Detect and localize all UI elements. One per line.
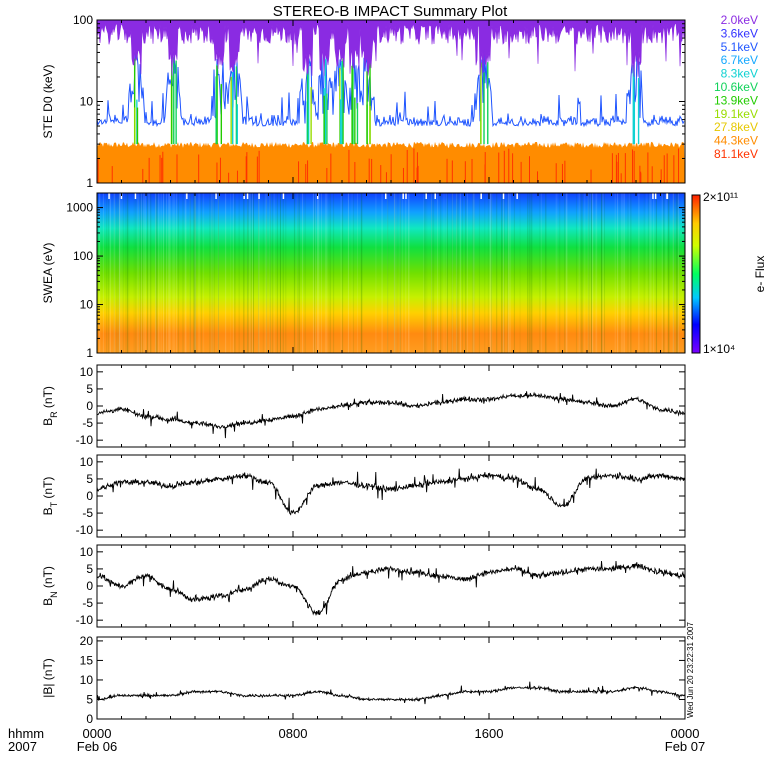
y-tick-label: 5 <box>86 472 93 486</box>
y-tick-label: 5 <box>86 562 93 576</box>
y-tick-label: 10 <box>80 95 94 109</box>
legend-entry: 5.1keV <box>721 40 758 54</box>
footer-hhmm: hhmm <box>8 726 44 741</box>
y-tick-label: -10 <box>76 433 94 447</box>
y-tick-label: 20 <box>80 634 94 648</box>
br-panel: -10 -5 0 5 10 BR (nT) <box>41 364 686 448</box>
bn-line <box>96 560 686 616</box>
br-frame <box>96 364 686 448</box>
y-tick-label: 10 <box>80 455 94 469</box>
colorbar-label: e- Flux <box>753 256 767 293</box>
y-tick-label: -5 <box>82 416 93 430</box>
br-line <box>96 391 686 439</box>
ste-panel: 1 10 100 STE D0 (keV) <box>41 13 686 190</box>
footer-year: 2007 <box>8 739 37 754</box>
y-tick-label: 10 <box>80 365 94 379</box>
y-tick-label: 15 <box>80 653 94 667</box>
ste-ylabel: STE D0 (keV) <box>41 64 55 138</box>
bmag-panel: 0 5 10 15 20 |B| (nT) <box>41 634 686 726</box>
x-tick-label: 0000 <box>671 726 700 741</box>
bt-frame <box>96 454 686 538</box>
bn-panel: -10 -5 0 5 10 BN (nT) <box>41 544 686 628</box>
legend-entry: 81.1keV <box>714 147 758 161</box>
y-tick-label: 5 <box>86 382 93 396</box>
timestamp-label: Wed Jun 20 23:22:31 2007 <box>686 622 695 718</box>
bmag-ylabel: |B| (nT) <box>41 658 55 698</box>
legend-entry: 3.6keV <box>721 26 758 40</box>
ste-data <box>97 20 685 183</box>
y-tick-label: -5 <box>82 506 93 520</box>
legend-entry: 2.0keV <box>721 13 758 27</box>
swea-colorbar: 2×10¹¹ 1×10⁴ e- Flux <box>691 190 767 356</box>
y-tick-label: 100 <box>73 249 93 263</box>
legend-entry: 8.3keV <box>721 67 758 81</box>
bmag-line <box>96 681 686 705</box>
legend-entry: 19.1keV <box>714 107 758 121</box>
y-tick-label: -5 <box>82 596 93 610</box>
y-tick-label: -10 <box>76 523 94 537</box>
y-tick-label: 10 <box>80 298 94 312</box>
y-tick-label: 1000 <box>66 201 93 215</box>
legend-entry: 6.7keV <box>721 53 758 67</box>
x-tick-label: 1600 <box>475 726 504 741</box>
x-tick-label: 0000 <box>83 726 112 741</box>
bt-ylabel: BT (nT) <box>41 477 59 516</box>
br-ylabel: BR (nT) <box>41 386 59 426</box>
legend-entry: 44.3keV <box>714 134 758 148</box>
y-tick-label: 100 <box>73 13 93 27</box>
x-tick-sublabel: Feb 07 <box>665 739 705 754</box>
y-tick-label: 0 <box>86 579 93 593</box>
bt-panel: -10 -5 0 5 10 BT (nT) <box>41 454 686 538</box>
plot-title: STEREO-B IMPACT Summary Plot <box>273 3 508 20</box>
y-tick-label: 10 <box>80 673 94 687</box>
bn-frame <box>96 544 686 628</box>
swea-heatmap <box>97 193 685 353</box>
y-tick-label: 5 <box>86 692 93 706</box>
legend-entry: 27.8keV <box>714 120 758 134</box>
bmag-frame <box>96 636 686 720</box>
x-tick-sublabel: Feb 06 <box>77 739 117 754</box>
y-tick-label: 0 <box>86 399 93 413</box>
colorbar-max-label: 2×10¹¹ <box>703 190 738 204</box>
y-tick-label: 0 <box>86 712 93 726</box>
y-tick-label: -10 <box>76 613 94 627</box>
colorbar-min-label: 1×10⁴ <box>703 342 735 356</box>
colorbar-gradient <box>691 194 701 354</box>
y-tick-label: 10 <box>80 545 94 559</box>
y-tick-label: 1 <box>86 176 93 190</box>
legend-entry: 13.9keV <box>714 93 758 107</box>
swea-panel: 1 10 100 1000 SWEA (eV) <box>41 192 686 360</box>
y-tick-label: 1 <box>86 346 93 360</box>
bn-ylabel: BN (nT) <box>41 566 59 606</box>
swea-ylabel: SWEA (eV) <box>41 243 55 304</box>
bt-line <box>96 468 686 516</box>
x-tick-label: 0800 <box>279 726 308 741</box>
y-tick-label: 0 <box>86 489 93 503</box>
legend-entry: 10.6keV <box>714 80 758 94</box>
ste-series-2keV <box>97 20 685 77</box>
ste-legend: 2.0keV3.6keV5.1keV6.7keV8.3keV10.6keV13.… <box>714 13 758 161</box>
ste-series-5keV <box>97 45 685 128</box>
